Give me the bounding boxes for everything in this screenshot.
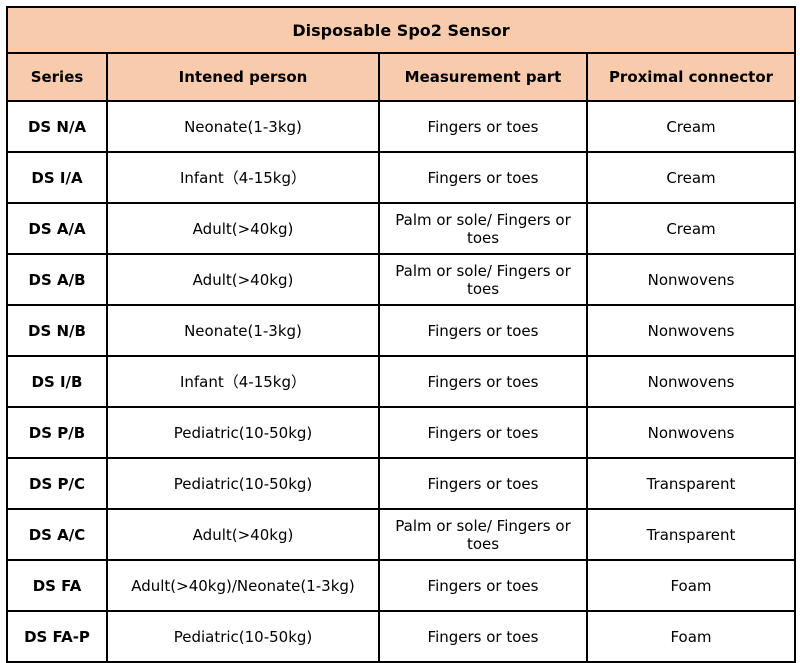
col-header-measurement-part: Measurement part [378, 52, 588, 102]
col-header-intened-person: Intened person [106, 52, 380, 102]
series-cell: DS FA-P [6, 610, 108, 663]
part-cell: Fingers or toes [378, 559, 588, 612]
part-cell: Fingers or toes [378, 100, 588, 153]
connector-cell: Foam [585, 610, 797, 663]
table-header-row: Series Intened person Measurement part P… [6, 52, 797, 102]
table-title-row: Disposable Spo2 Sensor [5, 6, 797, 54]
person-cell: Neonate(1-3kg) [106, 100, 380, 153]
connector-cell: Foam [585, 559, 797, 612]
person-cell: Adult(>40kg) [106, 253, 380, 306]
table-row: DS P/C Pediatric(10-50kg) Fingers or toe… [6, 457, 797, 510]
table-row: DS I/A Infant（4-15kg） Fingers or toes Cr… [6, 151, 797, 204]
col-header-series: Series [6, 52, 108, 102]
person-cell: Infant（4-15kg） [106, 151, 380, 204]
table-row: DS FA-P Pediatric(10-50kg) Fingers or to… [6, 610, 797, 663]
connector-cell: Nonwovens [585, 406, 797, 459]
table-row: DS A/A Adult(>40kg) Palm or sole/ Finger… [6, 202, 797, 255]
series-cell: DS N/A [6, 100, 108, 153]
part-cell: Fingers or toes [378, 610, 588, 663]
part-cell: Fingers or toes [378, 406, 588, 459]
connector-cell: Transparent [585, 508, 797, 561]
part-cell: Palm or sole/ Fingers or toes [378, 253, 588, 306]
connector-cell: Nonwovens [585, 355, 797, 408]
table-row: DS FA Adult(>40kg)/Neonate(1-3kg) Finger… [6, 559, 797, 612]
series-cell: DS A/C [6, 508, 108, 561]
table-row: DS N/A Neonate(1-3kg) Fingers or toes Cr… [6, 100, 797, 153]
connector-cell: Transparent [585, 457, 797, 510]
series-cell: DS P/C [6, 457, 108, 510]
table-title: Disposable Spo2 Sensor [5, 6, 797, 54]
table-row: DS I/B Infant（4-15kg） Fingers or toes No… [6, 355, 797, 408]
connector-cell: Cream [585, 202, 797, 255]
person-cell: Adult(>40kg)/Neonate(1-3kg) [106, 559, 380, 612]
table-row: DS P/B Pediatric(10-50kg) Fingers or toe… [6, 406, 797, 459]
person-cell: Pediatric(10-50kg) [106, 457, 380, 510]
series-cell: DS P/B [6, 406, 108, 459]
table-row: DS A/B Adult(>40kg) Palm or sole/ Finger… [6, 253, 797, 306]
part-cell: Palm or sole/ Fingers or toes [378, 202, 588, 255]
person-cell: Pediatric(10-50kg) [106, 406, 380, 459]
part-cell: Palm or sole/ Fingers or toes [378, 508, 588, 561]
part-cell: Fingers or toes [378, 304, 588, 357]
connector-cell: Cream [585, 100, 797, 153]
person-cell: Neonate(1-3kg) [106, 304, 380, 357]
part-cell: Fingers or toes [378, 457, 588, 510]
connector-cell: Nonwovens [585, 253, 797, 306]
col-header-proximal-connector: Proximal connector [585, 52, 797, 102]
person-cell: Infant（4-15kg） [106, 355, 380, 408]
series-cell: DS N/B [6, 304, 108, 357]
connector-cell: Cream [585, 151, 797, 204]
spo2-sensor-table: Disposable Spo2 Sensor Series Intened pe… [5, 6, 797, 663]
series-cell: DS A/A [6, 202, 108, 255]
series-cell: DS I/B [6, 355, 108, 408]
table-row: DS N/B Neonate(1-3kg) Fingers or toes No… [6, 304, 797, 357]
series-cell: DS I/A [6, 151, 108, 204]
series-cell: DS A/B [6, 253, 108, 306]
part-cell: Fingers or toes [378, 151, 588, 204]
person-cell: Adult(>40kg) [106, 202, 380, 255]
connector-cell: Nonwovens [585, 304, 797, 357]
spo2-sensor-table-container: Disposable Spo2 Sensor Series Intened pe… [5, 6, 797, 663]
part-cell: Fingers or toes [378, 355, 588, 408]
person-cell: Adult(>40kg) [106, 508, 380, 561]
person-cell: Pediatric(10-50kg) [106, 610, 380, 663]
series-cell: DS FA [6, 559, 108, 612]
table-row: DS A/C Adult(>40kg) Palm or sole/ Finger… [6, 508, 797, 561]
